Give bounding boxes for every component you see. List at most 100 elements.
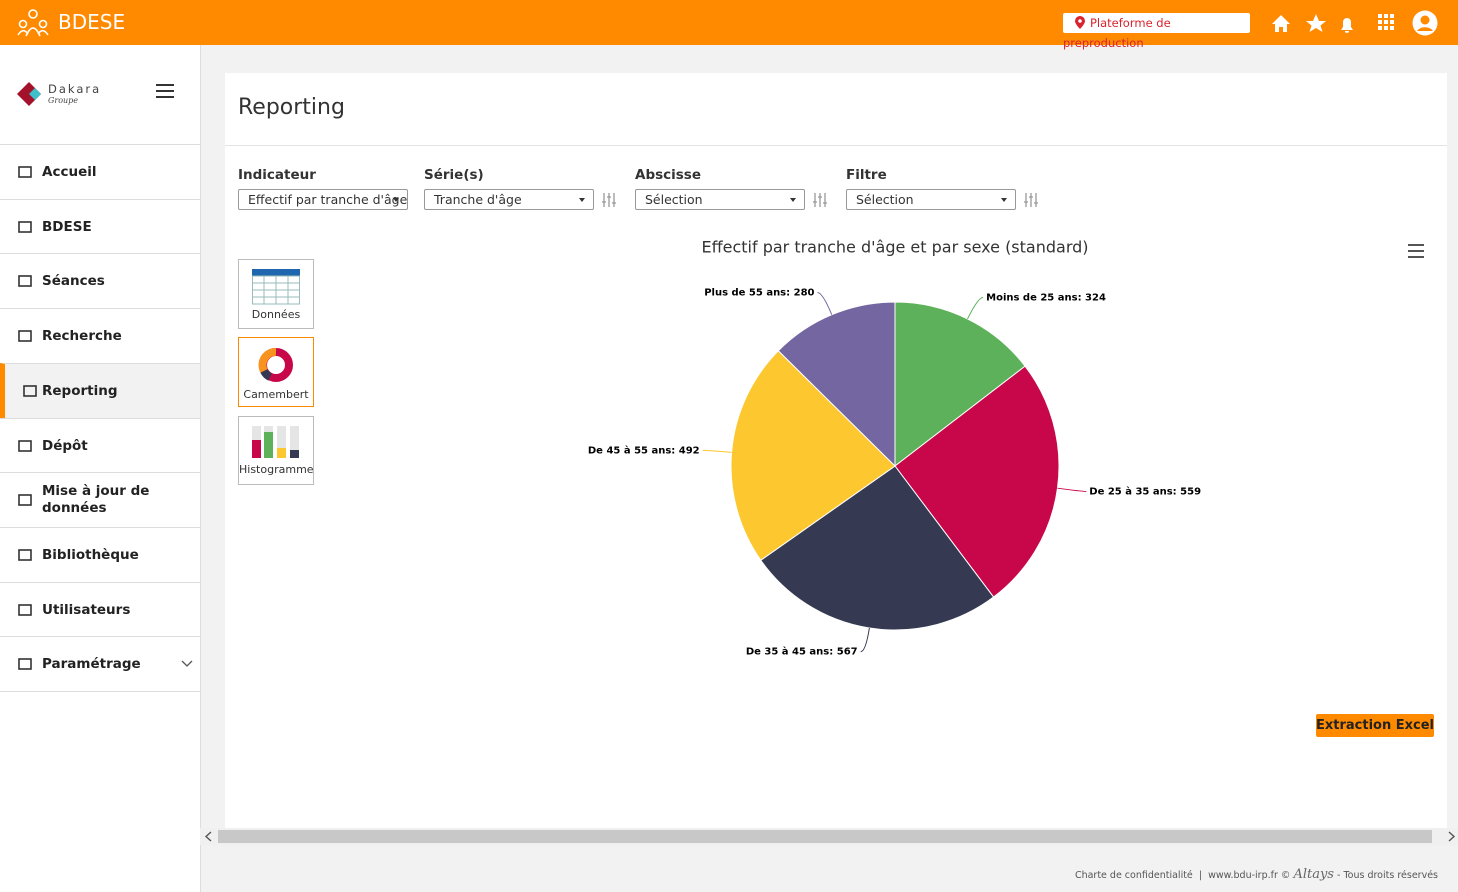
filter-value: Effectif par tranche d'âge [248, 192, 408, 207]
data-label: De 25 à 35 ans: 559 [1089, 485, 1201, 497]
pie-slice [730, 350, 896, 561]
privacy-link[interactable]: Charte de confidentialité [1074, 870, 1193, 881]
label-connector [817, 292, 833, 315]
menu-icon [18, 166, 32, 178]
filter-select[interactable]: Sélection [846, 189, 1016, 210]
icon-shape [18, 275, 32, 287]
menu-item[interactable]: Mise à jour de données [0, 472, 200, 527]
icon-shape [18, 221, 32, 233]
filter-select[interactable]: Effectif par tranche d'âge [238, 189, 408, 210]
menu-item[interactable]: BDESE [0, 199, 200, 254]
label-connector [1057, 487, 1087, 492]
scroll-thumb[interactable] [218, 830, 1432, 843]
menu-label: Accueil [42, 163, 97, 180]
menu-toggle[interactable] [155, 83, 175, 99]
app-name[interactable]: BDESE [58, 10, 126, 34]
pie-chart: Effectif par tranche d'âge et par sexe (… [588, 238, 1424, 658]
chart-title: Effectif par tranche d'âge et par sexe (… [701, 238, 1088, 257]
sliders [602, 193, 616, 207]
site-link[interactable]: www.bdu-irp.fr © [1208, 870, 1291, 881]
menu-icon [18, 658, 32, 670]
menu-label: Dépôt [42, 437, 88, 454]
menu-label: Recherche [42, 327, 122, 344]
table-icon [252, 269, 300, 305]
chart-type-button[interactable]: Histogramme [238, 416, 314, 485]
series-settings[interactable] [1023, 192, 1039, 208]
chevron[interactable] [181, 660, 193, 668]
company-logo [17, 82, 41, 106]
chart-type-label: Données [251, 308, 301, 321]
filter-select[interactable]: Tranche d'âge [424, 189, 594, 210]
menu-item[interactable]: Séances [0, 253, 200, 308]
pie-slice [894, 301, 1026, 468]
donut-icon [258, 348, 293, 382]
label-connector [860, 627, 870, 653]
menu-label: Paramétrage [42, 655, 141, 672]
series-settings[interactable] [601, 192, 617, 208]
menu-item[interactable]: Reporting [0, 363, 200, 418]
menu-icon [23, 385, 37, 397]
menu-icon [18, 494, 32, 506]
chart-type-button[interactable]: Camembert [238, 337, 314, 407]
filter-label: Série(s) [424, 167, 484, 183]
environment-badge: Plateforme de preproduction [1063, 13, 1250, 50]
menu-label: Reporting [42, 382, 118, 399]
chart-type-label: Histogramme [239, 463, 314, 476]
data-label: Moins de 25 ans: 324 [986, 292, 1106, 303]
menu-label: BDESE [42, 218, 92, 235]
rights: - Tous droits réservés [1337, 870, 1438, 881]
divider [225, 145, 1447, 146]
chart-type-button[interactable]: Données [238, 259, 314, 329]
filter-value: Sélection [645, 192, 703, 207]
menu-icon [18, 275, 32, 287]
menu-item[interactable]: Accueil [0, 144, 200, 199]
caret [579, 198, 585, 205]
menu-item[interactable]: Dépôt [0, 418, 200, 473]
icon-shape [18, 494, 32, 506]
data-label: De 45 à 55 ans: 492 [588, 444, 700, 456]
scroll-left[interactable] [204, 831, 214, 842]
series-settings[interactable] [812, 192, 828, 208]
icon-shape [23, 385, 37, 397]
page-title: Reporting [238, 95, 345, 120]
filter-value: Sélection [856, 192, 914, 207]
menu-label: Mise à jour de données [42, 483, 150, 516]
menu-item[interactable]: Recherche [0, 308, 200, 363]
label-connector [967, 296, 984, 320]
bar-icon [252, 426, 299, 458]
pin-icon [1075, 16, 1085, 29]
app-logo [17, 9, 49, 37]
data-label: Plus de 55 ans: 280 [704, 288, 814, 299]
menu-icon [18, 440, 32, 452]
icon-shape [18, 330, 32, 342]
icon-shape [18, 440, 32, 452]
scrollbar[interactable] [200, 828, 1458, 845]
company-sub: Groupe [48, 96, 79, 105]
chart-menu[interactable] [1408, 244, 1424, 258]
menu-icon [18, 330, 32, 342]
menu-icon [18, 549, 32, 561]
menu-label: Bibliothèque [42, 546, 139, 563]
menu-item[interactable]: Bibliothèque [0, 527, 200, 582]
menu-item[interactable]: Utilisateurs [0, 582, 200, 637]
filter-select[interactable]: Sélection [635, 189, 805, 210]
sliders [813, 193, 827, 207]
data-label: De 35 à 45 ans: 567 [746, 646, 858, 658]
menu-item[interactable]: Paramétrage [0, 636, 200, 691]
export-button[interactable]: Extraction Excel [1316, 714, 1434, 737]
filter-label: Abscisse [635, 167, 702, 183]
pie-slice [894, 365, 1060, 598]
scroll-right[interactable] [1446, 831, 1456, 842]
menu-icon [18, 604, 32, 616]
menu-label: Séances [42, 272, 105, 289]
menu-icon [18, 221, 32, 233]
caret [1001, 198, 1007, 205]
footer: Charte de confidentialité | www.bdu-irp.… [1074, 867, 1438, 882]
menu-divider [0, 691, 200, 692]
icon-shape [18, 549, 32, 561]
label-connector [702, 449, 732, 453]
icon-shape [18, 658, 32, 670]
filter-label: Indicateur [238, 167, 316, 183]
top-icons[interactable] [1268, 10, 1448, 36]
